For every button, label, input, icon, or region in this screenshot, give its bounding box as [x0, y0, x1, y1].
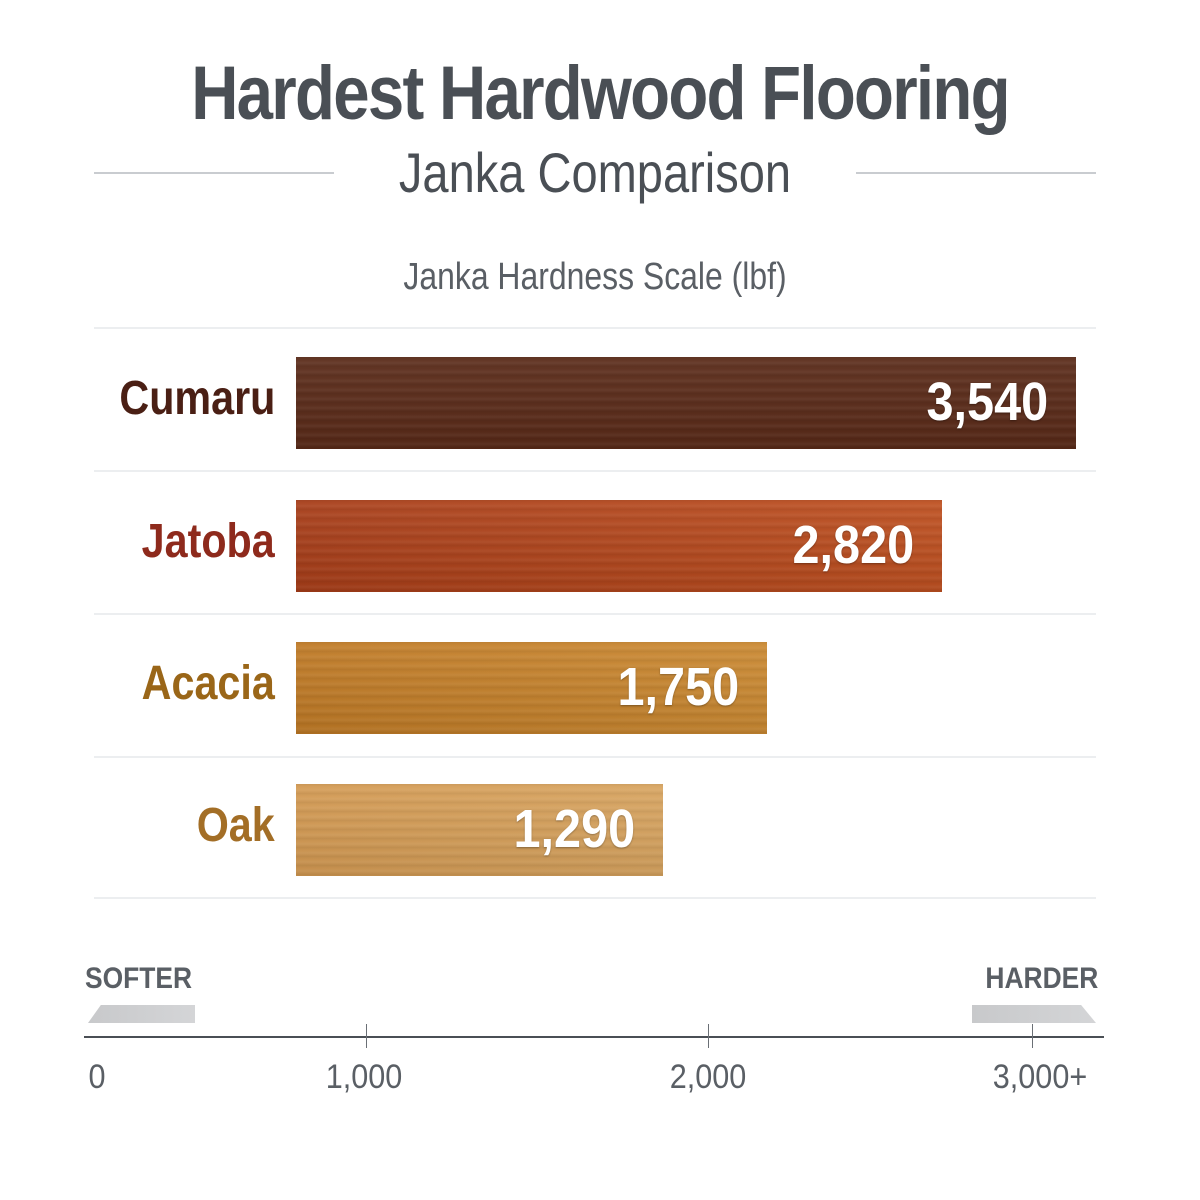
- chart-subtitle: Janka Comparison: [398, 141, 792, 204]
- bar-value: 2,820: [792, 515, 914, 575]
- x-axis-line: [84, 1036, 1104, 1038]
- chart-title: Hardest Hardwood Flooring: [191, 51, 1010, 136]
- harder-label: HARDER: [985, 962, 1098, 995]
- bar-oak: 1,290: [296, 784, 663, 876]
- bar-row-oak: Oak 1,290: [0, 784, 1200, 876]
- bar-label: Acacia: [141, 657, 275, 710]
- x-tick-label: 1,000: [325, 1058, 403, 1096]
- softer-arrow-icon: [88, 1005, 195, 1023]
- bar-acacia: 1,750: [296, 642, 767, 734]
- x-tick: [366, 1024, 367, 1048]
- x-tick-label: 0: [88, 1058, 106, 1096]
- bar-label: Jatoba: [141, 515, 275, 568]
- bar-jatoba: 2,820: [296, 500, 942, 592]
- bar-value: 1,750: [617, 657, 739, 717]
- row-divider: [94, 613, 1096, 615]
- softer-label: SOFTER: [85, 962, 193, 995]
- wood-grain-texture: [296, 357, 1076, 449]
- subtitle-rule-right: [856, 172, 1096, 174]
- harder-arrow-icon: [972, 1005, 1096, 1023]
- bar-row-cumaru: Cumaru 3,540: [0, 357, 1200, 449]
- x-tick-label: 3,000+: [992, 1058, 1088, 1096]
- row-divider: [94, 470, 1096, 472]
- wood-grain-texture: [296, 642, 767, 734]
- x-tick-label: 2,000: [669, 1058, 747, 1096]
- row-divider: [94, 756, 1096, 758]
- x-tick: [708, 1024, 709, 1048]
- wood-grain-texture: [296, 500, 942, 592]
- bar-label: Cumaru: [119, 372, 275, 425]
- bar-row-jatoba: Jatoba 2,820: [0, 500, 1200, 592]
- wood-grain-texture: [296, 784, 663, 876]
- bar-value: 3,540: [926, 372, 1048, 432]
- subtitle-block: Janka Comparison: [94, 140, 1096, 210]
- x-tick: [1032, 1024, 1033, 1048]
- bar-cumaru: 3,540: [296, 357, 1076, 449]
- axis-title: Janka Hardness Scale (lbf): [403, 256, 787, 298]
- bar-row-acacia: Acacia 1,750: [0, 642, 1200, 734]
- row-divider: [94, 897, 1096, 899]
- bar-value: 1,290: [513, 799, 635, 859]
- row-divider: [94, 327, 1096, 329]
- subtitle-rule-left: [94, 172, 334, 174]
- bar-label: Oak: [196, 799, 275, 852]
